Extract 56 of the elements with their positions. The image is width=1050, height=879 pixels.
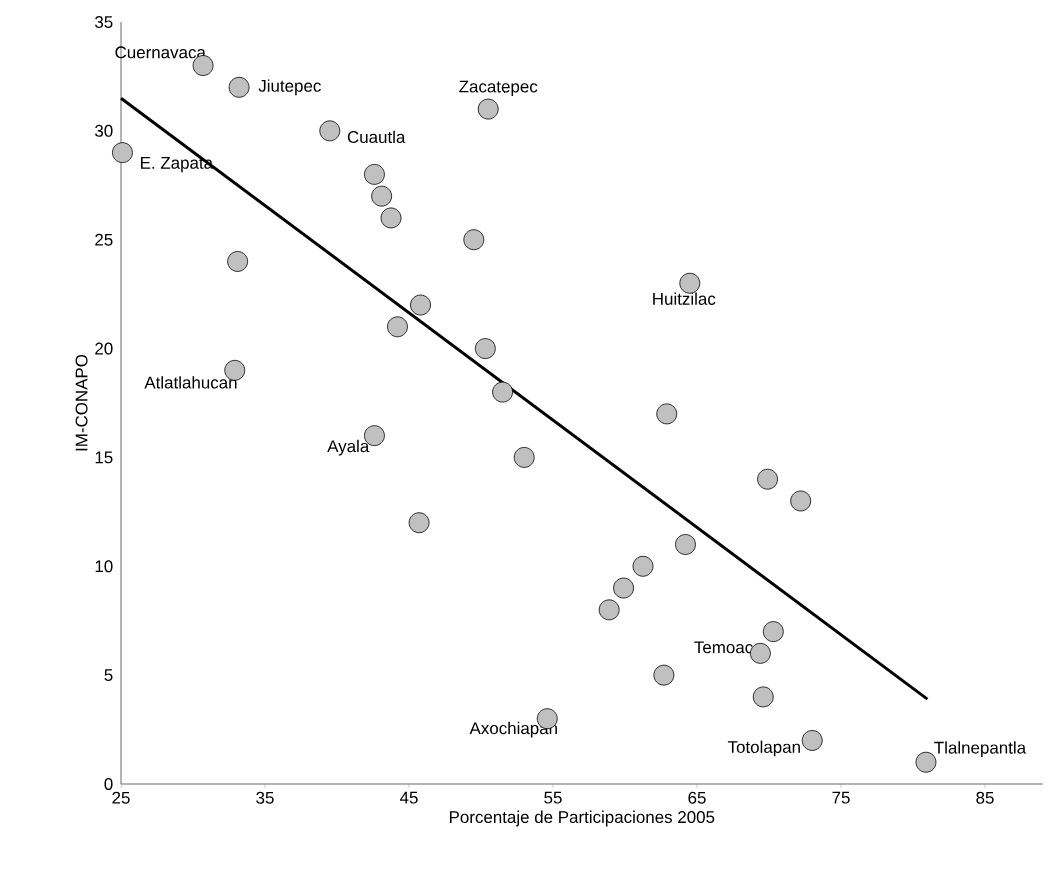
point bbox=[632, 555, 654, 577]
point bbox=[790, 490, 812, 512]
y-tick-label: 0 bbox=[104, 778, 113, 790]
point bbox=[477, 98, 499, 120]
annotation: Totolapan bbox=[727, 740, 800, 757]
annotation: Axochiapan bbox=[469, 721, 557, 738]
point bbox=[112, 142, 133, 164]
point bbox=[387, 316, 408, 338]
x-tick-label: 35 bbox=[256, 791, 274, 804]
point bbox=[408, 512, 430, 534]
y-tick-label: 10 bbox=[95, 560, 113, 573]
x-axis-title: Porcentaje de Participaciones 2005 bbox=[449, 810, 715, 827]
point bbox=[227, 251, 249, 272]
point bbox=[410, 294, 431, 316]
x-tick-label: 75 bbox=[832, 791, 850, 804]
y-tick-label: 35 bbox=[95, 15, 113, 28]
point bbox=[752, 686, 774, 708]
point bbox=[463, 229, 485, 251]
annotation: Cuautla bbox=[347, 130, 406, 144]
point bbox=[492, 381, 513, 403]
point bbox=[513, 447, 535, 468]
annotation: Tlalnepantla bbox=[934, 741, 1027, 758]
point bbox=[653, 664, 675, 686]
annotation: Huitzilac bbox=[653, 292, 716, 305]
y-tick-label: 15 bbox=[95, 451, 113, 464]
annotation: Temoac bbox=[694, 641, 753, 654]
y-tick-label: 25 bbox=[95, 233, 113, 246]
annotation: Zacatepec bbox=[459, 80, 538, 96]
point bbox=[319, 120, 341, 142]
point bbox=[762, 621, 784, 642]
point bbox=[380, 207, 402, 229]
annotation: Atlatlahucan bbox=[144, 376, 237, 389]
point bbox=[474, 338, 496, 359]
annotation: Cuernavaca bbox=[115, 46, 206, 59]
point bbox=[364, 163, 385, 185]
y-tick-label: 20 bbox=[95, 342, 113, 355]
point bbox=[656, 403, 678, 425]
x-tick-label: 65 bbox=[688, 791, 706, 804]
x-tick-label: 25 bbox=[112, 791, 130, 804]
annotation: Ayala bbox=[327, 439, 370, 456]
y-axis-title: IM-CONAPO bbox=[75, 354, 88, 451]
point bbox=[228, 76, 250, 98]
point bbox=[598, 599, 620, 621]
point bbox=[801, 730, 823, 751]
annotation: E. Zapata bbox=[141, 157, 214, 173]
annotation: Jiutepec bbox=[258, 79, 321, 96]
point bbox=[757, 468, 778, 490]
x-tick-label: 55 bbox=[544, 791, 562, 804]
y-tick-label: 30 bbox=[95, 124, 113, 137]
y-tick-label: 5 bbox=[104, 669, 113, 682]
x-tick-label: 85 bbox=[976, 791, 994, 804]
point bbox=[371, 185, 393, 207]
point bbox=[679, 272, 701, 294]
point bbox=[613, 577, 634, 599]
point bbox=[675, 534, 696, 555]
x-tick-label: 45 bbox=[399, 791, 418, 804]
